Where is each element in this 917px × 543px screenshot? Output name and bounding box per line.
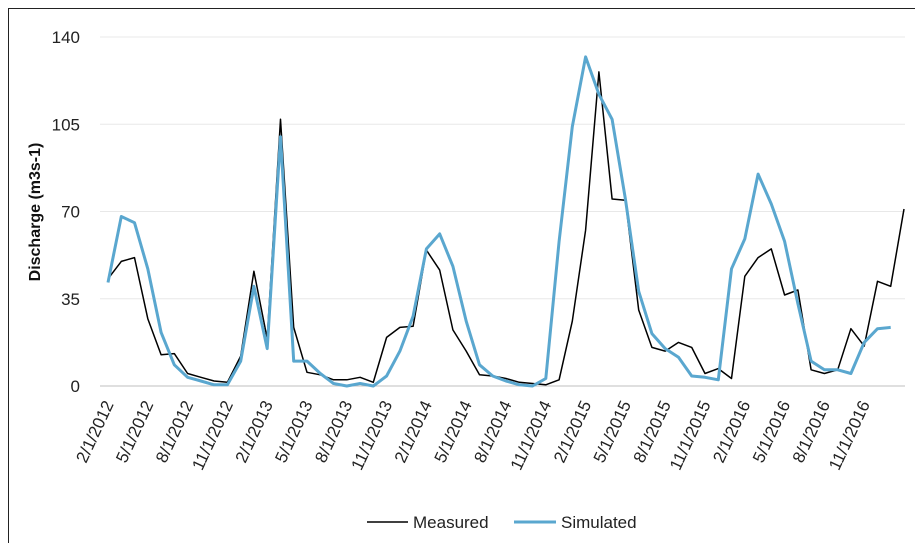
x-tick-label: 5/1/2016: [749, 398, 794, 466]
x-tick-label: 8/1/2013: [311, 398, 356, 466]
x-tick-label: 8/1/2015: [630, 398, 675, 466]
chart-frame: [8, 8, 915, 543]
x-tick-label: 2/1/2013: [232, 398, 277, 466]
x-tick-label: 5/1/2015: [590, 398, 635, 466]
x-axis: 2/1/20125/1/20128/1/201211/1/20122/1/201…: [72, 385, 905, 473]
x-tick-label: 2/1/2012: [72, 398, 117, 466]
x-tick-label: 8/1/2012: [152, 398, 197, 466]
x-tick-label: 2/1/2014: [391, 398, 436, 466]
x-tick-label: 2/1/2016: [709, 398, 754, 466]
x-tick-label: 5/1/2013: [271, 398, 316, 466]
series-line-simulated: [106, 55, 891, 388]
y-tick-label: 105: [52, 115, 80, 134]
series-line-measured: [107, 71, 905, 386]
y-tick-label: 35: [61, 290, 80, 309]
y-tick-label: 0: [71, 377, 80, 396]
legend-label-measured: Measured: [413, 513, 489, 532]
y-tick-label: 140: [52, 28, 80, 47]
series-lines: [106, 55, 905, 388]
y-tick-label: 70: [61, 203, 80, 222]
y-axis-label: Discharge (m3s-1): [27, 143, 44, 282]
x-tick-label: 8/1/2014: [470, 398, 515, 466]
x-tick-label: 5/1/2012: [112, 398, 157, 466]
gridlines: [100, 36, 905, 300]
y-axis-ticks: 0 35 70 105 140: [52, 28, 80, 396]
x-tick-label: 8/1/2016: [789, 398, 834, 466]
legend-label-simulated: Simulated: [561, 513, 637, 532]
x-tick-label: 2/1/2015: [550, 398, 595, 466]
legend: Measured Simulated: [367, 513, 637, 532]
x-tick-label: 5/1/2014: [431, 398, 476, 466]
